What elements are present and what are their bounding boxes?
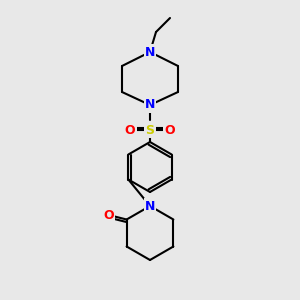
Text: O: O — [165, 124, 175, 136]
Text: O: O — [125, 124, 135, 136]
Text: S: S — [146, 124, 154, 136]
Text: O: O — [103, 209, 114, 222]
Text: N: N — [145, 46, 155, 59]
Text: N: N — [145, 98, 155, 112]
Text: N: N — [145, 200, 155, 212]
